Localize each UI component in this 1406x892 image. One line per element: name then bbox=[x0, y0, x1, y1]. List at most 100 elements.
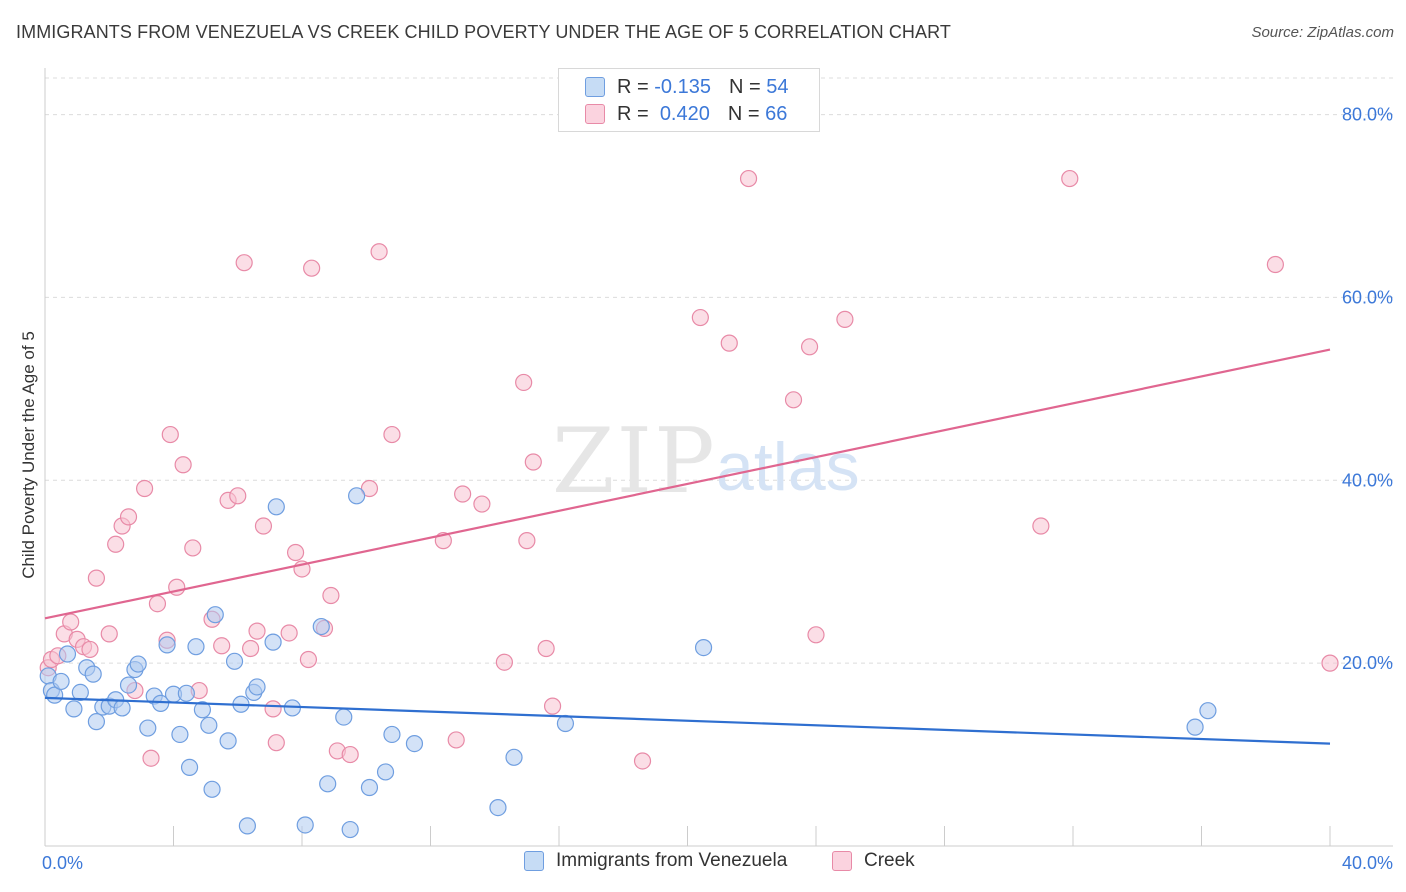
data-point-creek bbox=[1321, 654, 1339, 672]
data-point-creek bbox=[341, 745, 359, 764]
data-point-venezuela bbox=[248, 678, 266, 696]
data-point-creek bbox=[518, 532, 536, 550]
data-point-creek bbox=[543, 697, 562, 715]
data-point-creek bbox=[800, 338, 819, 356]
data-point-creek bbox=[235, 254, 253, 272]
legend-r-value: 0.420 bbox=[659, 102, 710, 125]
data-point-venezuela bbox=[87, 713, 106, 731]
legend-r-value: -0.135 bbox=[654, 75, 711, 98]
data-point-creek bbox=[720, 334, 738, 352]
data-point-creek bbox=[119, 508, 138, 526]
legend-swatch-blue bbox=[524, 851, 544, 871]
data-point-venezuela bbox=[225, 652, 244, 670]
data-point-venezuela bbox=[200, 716, 218, 734]
data-point-venezuela bbox=[193, 701, 212, 719]
legend-row-venezuela: R = -0.135 N = 54 bbox=[585, 75, 788, 99]
data-point-venezuela bbox=[405, 734, 424, 753]
data-point-venezuela bbox=[129, 655, 147, 673]
legend-item-venezuela: Immigrants from Venezuela bbox=[524, 850, 787, 872]
data-point-creek bbox=[242, 639, 260, 658]
data-point-creek bbox=[135, 479, 154, 498]
data-point-venezuela bbox=[383, 725, 401, 744]
data-point-venezuela bbox=[171, 725, 189, 744]
data-point-venezuela bbox=[206, 606, 224, 624]
data-point-venezuela bbox=[52, 672, 70, 691]
legend-r-label: R = bbox=[617, 75, 649, 98]
data-point-venezuela bbox=[267, 498, 285, 516]
data-point-creek bbox=[1061, 169, 1079, 188]
legend-n-value: 66 bbox=[765, 102, 788, 125]
data-point-creek bbox=[1032, 517, 1050, 535]
data-point-creek bbox=[360, 479, 379, 498]
data-point-venezuela bbox=[119, 676, 138, 694]
data-point-venezuela bbox=[376, 763, 395, 781]
legend-row-creek: R = 0.420 N = 66 bbox=[585, 102, 787, 126]
y-tick-label: 80.0% bbox=[1342, 105, 1393, 125]
data-point-creek bbox=[807, 626, 825, 644]
data-point-creek bbox=[286, 543, 305, 562]
data-point-venezuela bbox=[187, 638, 205, 656]
data-point-creek bbox=[81, 640, 99, 659]
data-point-creek bbox=[142, 749, 160, 767]
data-point-creek bbox=[174, 456, 192, 474]
data-point-venezuela bbox=[203, 780, 221, 798]
series-legend: Immigrants from Venezuela Creek bbox=[0, 850, 1406, 878]
data-point-creek bbox=[447, 731, 465, 749]
data-point-creek bbox=[370, 243, 388, 261]
data-point-venezuela bbox=[84, 665, 102, 683]
data-point-venezuela bbox=[1186, 718, 1204, 736]
data-point-creek bbox=[537, 639, 555, 658]
data-point-venezuela bbox=[158, 636, 176, 654]
data-point-creek bbox=[473, 495, 491, 513]
data-point-venezuela bbox=[65, 700, 83, 718]
data-point-creek bbox=[383, 425, 401, 444]
data-point-venezuela bbox=[177, 684, 195, 702]
data-point-creek bbox=[303, 259, 321, 277]
legend-swatch-pink bbox=[832, 851, 852, 871]
data-point-creek bbox=[280, 624, 298, 642]
y-axis-title: Child Poverty Under the Age of 5 bbox=[19, 331, 38, 579]
legend-n-label: N = bbox=[727, 102, 760, 125]
trend-lines bbox=[44, 348, 1331, 745]
legend-r-label: R = bbox=[617, 102, 649, 125]
data-point-creek bbox=[254, 517, 273, 535]
data-point-creek bbox=[524, 453, 542, 471]
watermark-atlas: atlas bbox=[716, 429, 860, 505]
legend-swatch-pink bbox=[585, 104, 605, 124]
data-point-venezuela bbox=[335, 708, 353, 726]
legend-label-venezuela: Immigrants from Venezuela bbox=[556, 850, 788, 871]
data-point-venezuela bbox=[312, 617, 330, 636]
data-point-creek bbox=[267, 734, 285, 752]
data-point-creek bbox=[229, 487, 247, 505]
data-point-venezuela bbox=[1199, 702, 1217, 720]
data-point-creek bbox=[836, 310, 854, 328]
data-point-creek bbox=[87, 569, 106, 587]
y-tick-label: 20.0% bbox=[1342, 653, 1393, 673]
data-point-venezuela bbox=[694, 638, 713, 657]
legend-swatch-blue bbox=[585, 77, 605, 97]
data-point-creek bbox=[784, 391, 803, 409]
data-point-venezuela bbox=[348, 487, 366, 505]
data-point-venezuela bbox=[71, 683, 89, 702]
data-point-venezuela bbox=[180, 758, 199, 776]
data-point-creek bbox=[739, 169, 758, 188]
data-point-venezuela bbox=[264, 633, 282, 651]
data-point-venezuela bbox=[319, 775, 337, 793]
watermark-zip: ZIP bbox=[552, 409, 717, 514]
y-tick-label: 60.0% bbox=[1342, 287, 1393, 307]
source-label: Source: ZipAtlas.com bbox=[1251, 24, 1394, 41]
legend-item-creek: Creek bbox=[832, 850, 915, 872]
data-point-creek bbox=[184, 539, 202, 557]
data-point-venezuela bbox=[139, 719, 157, 737]
trend-line-venezuela bbox=[44, 696, 1331, 745]
series-venezuela-points bbox=[39, 487, 1217, 839]
chart-title: IMMIGRANTS FROM VENEZUELA VS CREEK CHILD… bbox=[16, 22, 951, 42]
data-point-creek bbox=[691, 308, 709, 327]
data-point-creek bbox=[633, 752, 652, 770]
data-point-creek bbox=[161, 425, 179, 444]
data-point-creek bbox=[62, 613, 80, 631]
data-point-creek bbox=[100, 625, 118, 643]
data-point-venezuela bbox=[360, 778, 379, 797]
data-point-venezuela bbox=[296, 816, 314, 834]
